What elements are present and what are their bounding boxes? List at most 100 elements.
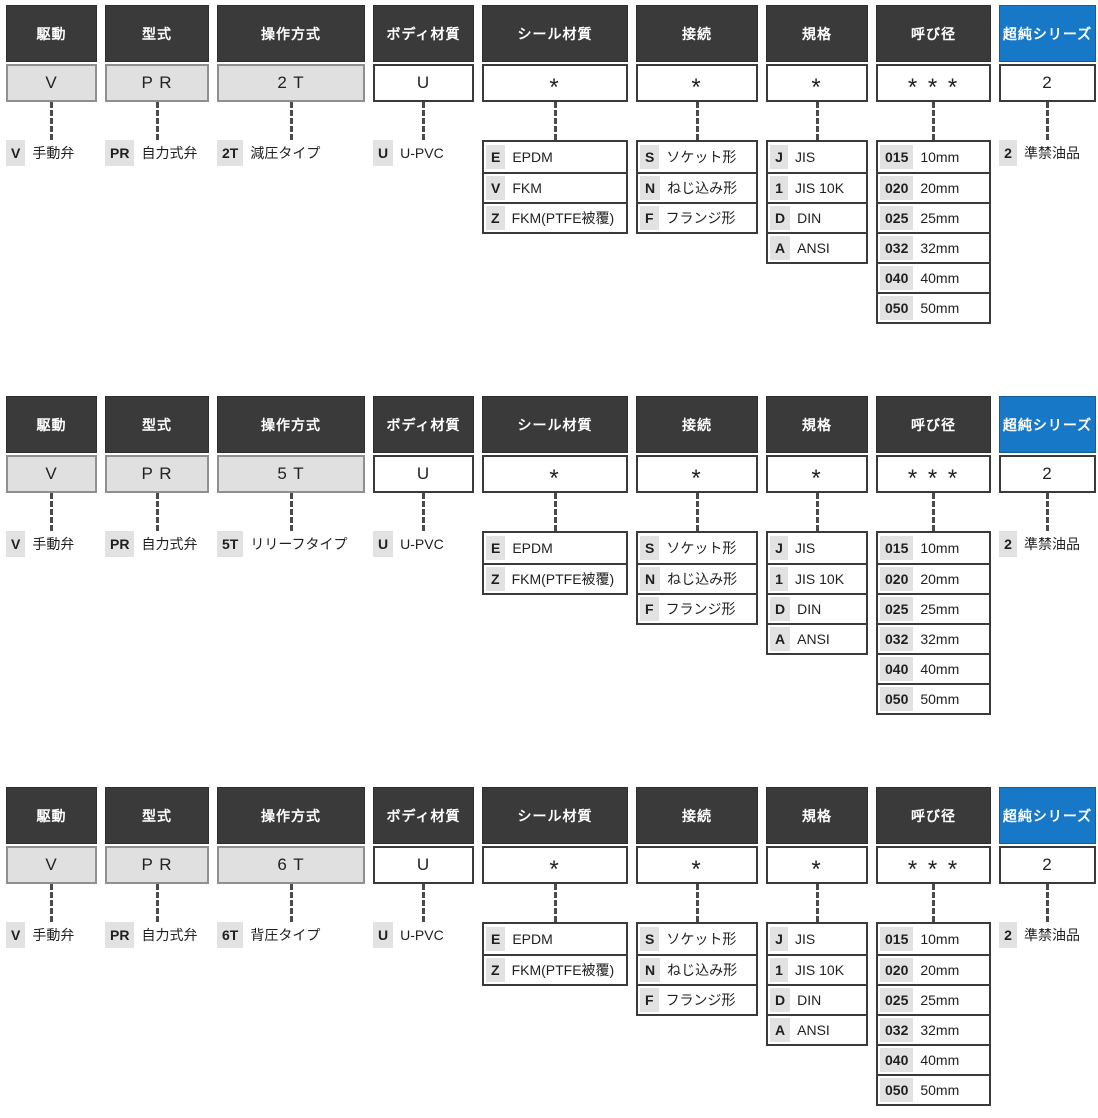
legend-code: PR	[105, 922, 135, 948]
code-value-box: *	[482, 846, 628, 884]
column-header: シール材質	[482, 787, 628, 844]
option-row: 032 32mm	[878, 1014, 989, 1044]
legend-code: 2T	[217, 140, 244, 166]
code-column: 型式 P R PR 自力式弁	[105, 787, 209, 948]
legend-item: 2 準禁油品	[999, 922, 1096, 948]
dashed-connector	[217, 102, 365, 140]
column-header: 型式	[105, 787, 209, 844]
option-row: Z FKM(PTFE被覆)	[484, 202, 626, 232]
option-code: N	[640, 958, 661, 982]
option-label: ソケット形	[666, 149, 737, 165]
option-label: FKM	[512, 180, 542, 196]
option-code: S	[640, 536, 660, 560]
option-row: 050 50mm	[878, 292, 989, 322]
legend-code: 2	[999, 531, 1017, 557]
option-row: N ねじ込み形	[638, 954, 756, 984]
option-label: FKM(PTFE被覆)	[511, 962, 615, 978]
options-list: J JIS 1 JIS 10K D DIN A ANSI	[766, 531, 868, 655]
code-value-box: P R	[105, 846, 209, 884]
option-code: F	[640, 597, 659, 621]
code-value-box: *	[482, 455, 628, 493]
code-column: ボディ材質 U U U-PVC	[373, 5, 474, 166]
legend-label: 背圧タイプ	[250, 927, 321, 943]
code-value-box: 2	[999, 64, 1096, 102]
option-label: JIS	[795, 931, 816, 947]
option-label: DIN	[797, 210, 822, 226]
option-label: 10mm	[920, 540, 960, 556]
code-column: 操作方式 6 T 6T 背圧タイプ	[217, 787, 365, 948]
option-row: 032 32mm	[878, 232, 989, 262]
option-code: J	[770, 536, 788, 560]
option-row: 025 25mm	[878, 593, 989, 623]
options-list: 015 10mm 020 20mm 025 25mm 032 32mm 040 40mm 050 50…	[876, 922, 991, 1106]
option-code: 025	[880, 597, 914, 621]
code-column: 超純シリーズ 2 2 準禁油品	[999, 787, 1096, 948]
option-row: S ソケット形	[638, 142, 756, 172]
option-code: 020	[880, 958, 914, 982]
column-header: 超純シリーズ	[999, 787, 1096, 844]
dashed-connector	[876, 102, 991, 140]
option-code: 050	[880, 687, 914, 711]
legend-code: 2	[999, 140, 1017, 166]
legend-item: U U-PVC	[373, 531, 474, 557]
option-code: 025	[880, 988, 914, 1012]
legend-label: U-PVC	[400, 145, 444, 161]
option-label: フランジ形	[665, 601, 736, 617]
column-header: 超純シリーズ	[999, 5, 1096, 62]
code-value: V	[45, 73, 58, 92]
dashed-line	[50, 493, 53, 531]
code-value: V	[45, 464, 58, 483]
code-value: V	[45, 855, 58, 874]
option-code: J	[770, 145, 788, 169]
option-row: D DIN	[768, 593, 866, 623]
option-label: EPDM	[512, 931, 553, 947]
code-value: U	[416, 73, 431, 92]
dashed-connector	[999, 102, 1096, 140]
option-code: Z	[486, 958, 505, 982]
option-label: JIS	[795, 149, 816, 165]
option-row: 015 10mm	[878, 533, 989, 563]
legend-item: V 手動弁	[6, 140, 97, 166]
column-header: 接続	[636, 5, 758, 62]
code-value: 6 T	[277, 855, 305, 874]
code-value: 5 T	[277, 464, 305, 483]
option-code: E	[486, 536, 506, 560]
options-list: S ソケット形 N ねじ込み形 F フランジ形	[636, 922, 758, 1016]
option-row: Z FKM(PTFE被覆)	[484, 954, 626, 984]
code-value-box: 2 T	[217, 64, 365, 102]
legend-item: 2 準禁油品	[999, 140, 1096, 166]
dashed-line	[50, 884, 53, 922]
legend-code: 2	[999, 922, 1017, 948]
code-value-box: * * *	[876, 846, 991, 884]
option-label: EPDM	[512, 149, 553, 165]
code-value: P R	[141, 855, 173, 874]
option-label: 20mm	[920, 180, 960, 196]
code-value: * * *	[907, 74, 960, 101]
legend-code: PR	[105, 140, 135, 166]
dashed-connector	[373, 884, 474, 922]
dashed-line	[553, 493, 557, 531]
option-row: 050 50mm	[878, 683, 989, 713]
code-value-box: V	[6, 846, 97, 884]
code-column: 規格 * J JIS 1 JIS 10K D DIN A ANSI	[766, 5, 868, 264]
code-value: U	[416, 464, 431, 483]
option-row: A ANSI	[768, 232, 866, 262]
option-row: S ソケット形	[638, 533, 756, 563]
column-header: シール材質	[482, 5, 628, 62]
code-value: *	[811, 465, 823, 492]
option-label: 50mm	[920, 691, 960, 707]
dashed-line	[553, 102, 557, 140]
option-label: EPDM	[512, 540, 553, 556]
code-value-box: *	[766, 64, 868, 102]
dashed-line	[422, 493, 425, 531]
option-row: 020 20mm	[878, 563, 989, 593]
option-label: 40mm	[920, 270, 960, 286]
option-code: 040	[880, 657, 914, 681]
legend-item: 2T 減圧タイプ	[217, 140, 365, 166]
legend-code: U	[373, 922, 394, 948]
dashed-connector	[217, 493, 365, 531]
options-list: E EPDM Z FKM(PTFE被覆)	[482, 531, 628, 595]
dashed-line	[553, 884, 557, 922]
option-label: 50mm	[920, 1082, 960, 1098]
